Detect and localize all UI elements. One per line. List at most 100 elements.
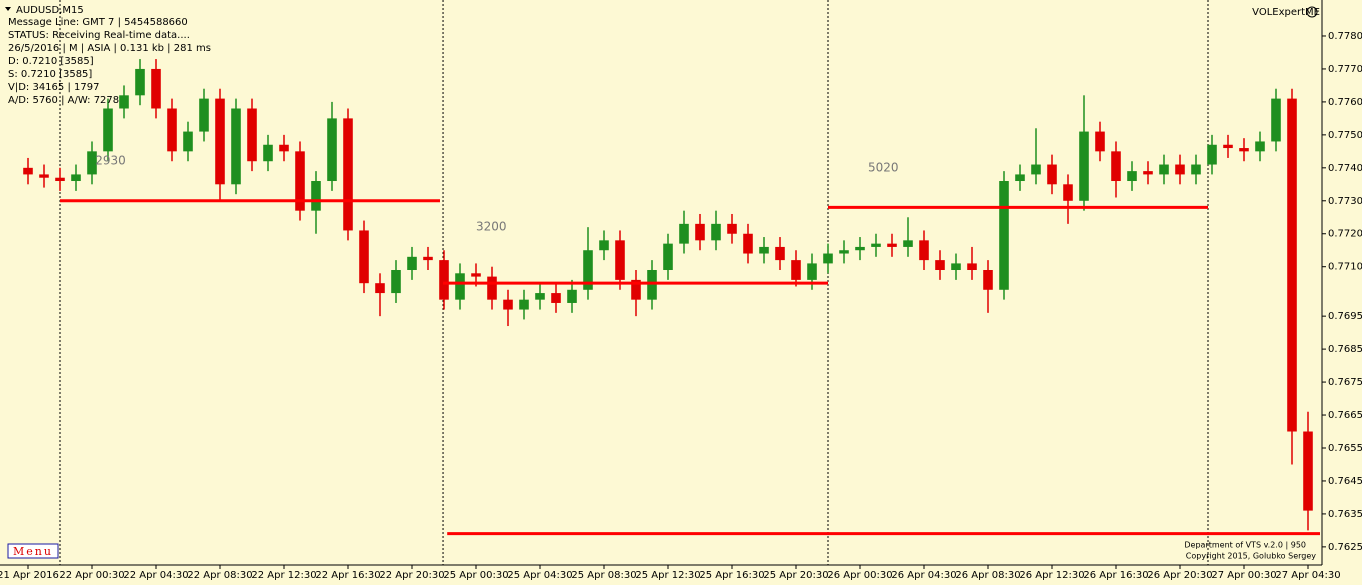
candle-body — [199, 98, 209, 132]
candle-body — [1127, 171, 1137, 182]
y-tick-label: 0.7665 — [1328, 410, 1362, 421]
candle-body — [935, 260, 945, 271]
candle-body — [807, 263, 817, 280]
y-tick-label: 0.7760 — [1328, 97, 1362, 108]
x-tick-label: 22 Apr 00:30 — [59, 570, 124, 581]
candle-body — [1111, 151, 1121, 182]
candle-body — [1223, 144, 1233, 149]
candle-body — [695, 223, 705, 241]
y-tick-label: 0.7655 — [1328, 443, 1362, 454]
indicator-name: VOLExpertME — [1252, 7, 1320, 18]
info-line: Message Line: GMT 7 | 5454588660 — [8, 17, 188, 28]
candle-body — [135, 68, 145, 96]
y-tick-label: 0.7780 — [1328, 31, 1362, 42]
candle-body — [39, 174, 49, 178]
candle-body — [775, 246, 785, 261]
menu-frame[interactable] — [7, 543, 59, 559]
y-tick-label: 0.7750 — [1328, 130, 1362, 141]
y-tick-label: 0.7645 — [1328, 476, 1362, 487]
candle-body — [471, 273, 481, 277]
candle-body — [839, 250, 849, 254]
candle-body — [1031, 164, 1041, 175]
y-tick-label: 0.7770 — [1328, 64, 1362, 75]
y-tick-label: 0.7740 — [1328, 163, 1362, 174]
candle-body — [167, 108, 177, 152]
x-tick-label: 25 Apr 16:30 — [699, 570, 764, 581]
candle-body — [151, 68, 161, 109]
y-tick-label: 0.7710 — [1328, 262, 1362, 273]
candle-body — [71, 174, 81, 182]
candle-body — [679, 223, 689, 244]
candle-body — [919, 240, 929, 261]
candle-body — [519, 299, 529, 310]
info-line: STATUS: Receiving Real-time data.... — [8, 30, 190, 41]
x-tick-label: 26 Apr 16:30 — [1083, 570, 1148, 581]
y-tick-label: 0.7625 — [1328, 542, 1362, 553]
candle-body — [983, 270, 993, 290]
candle-body — [407, 256, 417, 271]
candle-body — [359, 230, 369, 284]
info-line: S: 0.7210 [3585] — [8, 69, 92, 80]
info-line: A/D: 5760 | A/W: 7278 — [8, 95, 119, 106]
candle-body — [1271, 98, 1281, 142]
candle-body — [999, 181, 1009, 290]
x-tick-label: 21 Apr 2016 — [0, 570, 59, 581]
volume-annotation: 3200 — [476, 220, 507, 234]
candle-body — [1239, 148, 1249, 152]
candle-body — [103, 108, 113, 152]
info-line: D: 0.7210 [3585] — [8, 56, 94, 67]
symbol-arrow — [5, 7, 11, 11]
info-line: V|D: 34165 | 1797 — [8, 82, 99, 93]
x-tick-label: 25 Apr 00:30 — [443, 570, 508, 581]
x-tick-label: 26 Apr 12:30 — [1019, 570, 1084, 581]
y-tick-label: 0.7635 — [1328, 509, 1362, 520]
x-tick-label: 25 Apr 20:30 — [763, 570, 828, 581]
y-tick-label: 0.7695 — [1328, 311, 1362, 322]
candle-body — [23, 167, 33, 175]
candle-body — [503, 299, 513, 310]
candle-body — [311, 181, 321, 211]
footer-line: Copyright 2015, Golubko Sergey — [1186, 552, 1316, 561]
candle-body — [327, 118, 337, 182]
candle-body — [1191, 164, 1201, 175]
x-tick-label: 22 Apr 08:30 — [187, 570, 252, 581]
candle-body — [903, 240, 913, 247]
x-tick-label: 25 Apr 08:30 — [571, 570, 636, 581]
candle-body — [583, 250, 593, 290]
candle-body — [1015, 174, 1025, 182]
candle-body — [1047, 164, 1057, 185]
volume-annotation: 5020 — [868, 160, 899, 174]
x-tick-label: 26 Apr 08:30 — [955, 570, 1020, 581]
y-tick-label: 0.7685 — [1328, 344, 1362, 355]
info-line: 26/5/2016 | M | ASIA | 0.131 kb | 281 ms — [8, 43, 211, 54]
candle-body — [1175, 164, 1185, 175]
candle-body — [423, 256, 433, 261]
candle-body — [487, 276, 497, 300]
candle-body — [215, 98, 225, 185]
x-tick-label: 27 Apr 00:30 — [1211, 570, 1276, 581]
x-tick-label: 26 Apr 00:30 — [827, 570, 892, 581]
candle-body — [551, 293, 561, 303]
candle-body — [1143, 171, 1153, 175]
candle-body — [55, 177, 65, 182]
candle-body — [1207, 144, 1217, 165]
menu-button[interactable]: Menu — [7, 543, 59, 559]
candle-body — [295, 151, 305, 211]
candle-body — [119, 95, 129, 109]
y-tick-label: 0.7720 — [1328, 229, 1362, 240]
candle-body — [967, 263, 977, 271]
info-panel: Message Line: GMT 7 | 5454588660 STATUS: … — [8, 17, 211, 106]
candle-body — [391, 270, 401, 294]
candle-body — [711, 223, 721, 241]
candle-body — [1063, 184, 1073, 201]
candle-body — [1159, 164, 1169, 175]
candle-body — [1095, 131, 1105, 152]
x-tick-label: 27 Apr 04:30 — [1275, 570, 1340, 581]
plot: 2930 3200 5020 — [23, 0, 1320, 565]
candle-body — [1079, 131, 1089, 201]
candle-body — [871, 243, 881, 247]
menu-label[interactable]: Menu — [13, 545, 53, 558]
